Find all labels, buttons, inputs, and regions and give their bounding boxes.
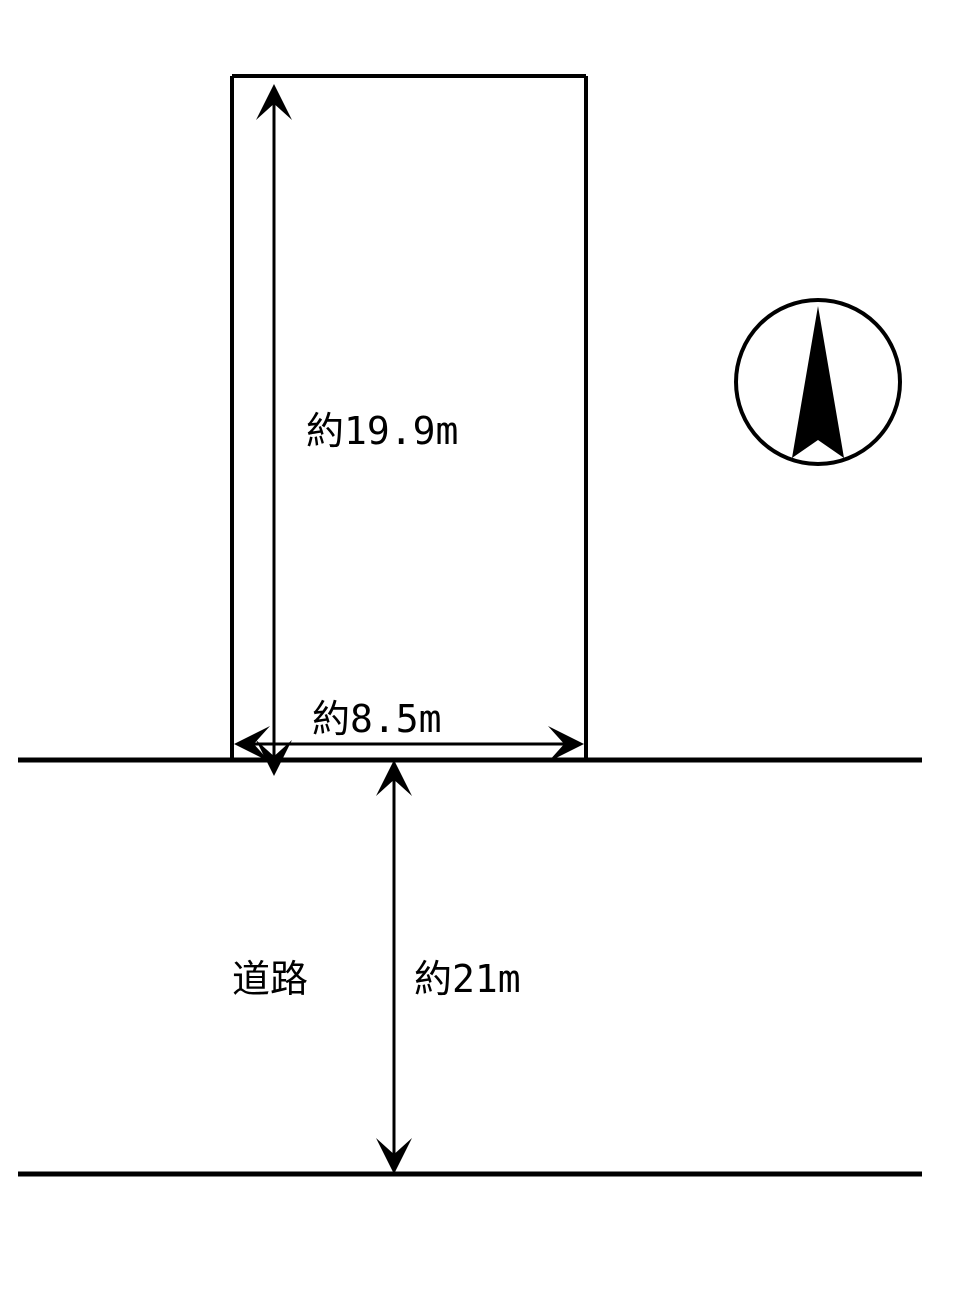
plot-diagram-svg <box>0 0 956 1302</box>
height-dimension-label: 約19.9m <box>306 400 458 455</box>
road-width-dimension-label: 約21m <box>414 948 521 1003</box>
road-width-dimension-arrow <box>376 760 412 1174</box>
width-dimension-label: 約8.5m <box>312 688 442 743</box>
road-label: 道路 <box>232 948 308 1003</box>
compass-north-icon <box>736 300 900 464</box>
height-dimension-arrow <box>256 84 292 776</box>
